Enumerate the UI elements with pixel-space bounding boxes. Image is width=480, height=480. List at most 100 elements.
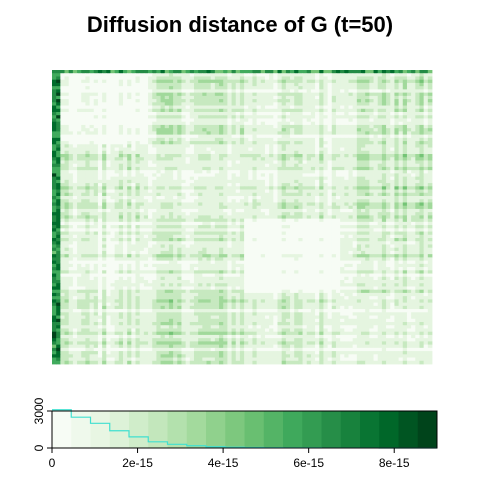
heatmap-cell	[348, 89, 354, 94]
heatmap-cell	[390, 238, 395, 242]
heatmap-cell	[344, 244, 349, 249]
heatmap-cell	[323, 231, 329, 236]
heatmap-cell	[260, 95, 266, 100]
heatmap-cell	[331, 147, 337, 152]
heatmap-cell	[335, 108, 341, 113]
heatmap-cell	[231, 105, 237, 110]
heatmap-cell	[106, 241, 111, 245]
heatmap-cell	[139, 215, 145, 220]
heatmap-cell	[239, 241, 245, 245]
heatmap-cell	[185, 105, 191, 110]
heatmap-cell	[118, 160, 124, 165]
heatmap-cell	[386, 131, 391, 136]
heatmap-cell	[97, 150, 103, 155]
heatmap-cell	[210, 82, 216, 87]
heatmap-cell	[356, 241, 362, 245]
heatmap-cell	[331, 196, 337, 200]
heatmap-cell	[152, 121, 157, 126]
heatmap-cell	[64, 86, 70, 90]
heatmap-cell	[348, 199, 354, 203]
heatmap-cell	[89, 231, 95, 236]
heatmap-cell	[248, 134, 253, 139]
heatmap-cell	[135, 192, 141, 197]
heatmap-cell	[248, 231, 253, 236]
heatmap-cell	[365, 99, 370, 103]
heatmap-cell	[152, 189, 157, 194]
heatmap-cell	[369, 208, 374, 213]
heatmap-cell	[160, 86, 166, 90]
heatmap-cell	[406, 196, 412, 200]
heatmap-cell	[202, 99, 207, 103]
heatmap-cell	[331, 89, 337, 94]
heatmap-cell	[281, 157, 287, 161]
heatmap-cell	[423, 179, 429, 184]
heatmap-cell	[106, 137, 111, 142]
heatmap-cell	[264, 192, 270, 197]
heatmap-cell	[252, 192, 258, 197]
heatmap-cell	[52, 86, 57, 90]
heatmap-cell	[415, 212, 420, 216]
heatmap-cell	[139, 231, 145, 236]
heatmap-cell	[327, 238, 333, 242]
heatmap-cell	[52, 150, 57, 155]
heatmap-cell	[427, 86, 433, 90]
heatmap-cell	[173, 166, 178, 171]
heatmap-cell	[122, 179, 128, 184]
heatmap-cell	[390, 241, 395, 245]
heatmap-cell	[143, 124, 149, 129]
heatmap-cell	[252, 176, 258, 181]
heatmap-cell	[415, 82, 420, 87]
heatmap-cell	[252, 147, 258, 152]
heatmap-cell	[210, 73, 216, 77]
heatmap-cell	[56, 225, 61, 229]
heatmap-cell	[68, 70, 74, 74]
heatmap-cell	[206, 189, 212, 194]
heatmap-cell	[348, 212, 354, 216]
heatmap-cell	[356, 244, 362, 249]
heatmap-cell	[381, 173, 387, 178]
heatmap-cell	[411, 221, 416, 226]
heatmap-cell	[427, 189, 433, 194]
heatmap-cell	[231, 92, 237, 97]
heatmap-cell	[256, 170, 262, 174]
heatmap-cell	[411, 73, 416, 77]
heatmap-cell	[122, 208, 128, 213]
heatmap-cell	[369, 186, 374, 190]
heatmap-cell	[319, 144, 324, 148]
heatmap-cell	[260, 189, 266, 194]
heatmap-cell	[419, 212, 425, 216]
heatmap-cell	[335, 238, 341, 242]
heatmap-cell	[93, 215, 99, 220]
heatmap-cell	[419, 173, 425, 178]
heatmap-cell	[135, 79, 141, 84]
heatmap-cell	[277, 170, 283, 174]
heatmap-cell	[168, 147, 174, 152]
heatmap-cell	[406, 121, 412, 126]
heatmap-cell	[298, 73, 303, 77]
heatmap-cell	[377, 231, 383, 236]
heatmap-cell	[402, 170, 408, 174]
heatmap-cell	[219, 170, 224, 174]
heatmap-cell	[168, 89, 174, 94]
heatmap-cell	[256, 212, 262, 216]
heatmap-cell	[64, 186, 70, 190]
heatmap-cell	[340, 144, 345, 148]
heatmap-cell	[60, 186, 65, 190]
heatmap-cell	[252, 76, 258, 81]
heatmap-cell	[68, 221, 74, 226]
heatmap-cell	[260, 192, 266, 197]
heatmap-cell	[131, 173, 136, 178]
heatmap-cell	[269, 102, 274, 106]
heatmap-cell	[264, 105, 270, 110]
heatmap-cell	[377, 205, 383, 210]
heatmap-cell	[302, 179, 308, 184]
heatmap-cell	[114, 112, 120, 116]
heatmap-cell	[223, 160, 228, 165]
heatmap-cell	[52, 205, 57, 210]
heatmap-cell	[256, 134, 262, 139]
heatmap-cell	[302, 228, 308, 232]
heatmap-cell	[323, 196, 329, 200]
heatmap-cell	[294, 115, 299, 119]
heatmap-cell	[56, 202, 61, 207]
heatmap-cell	[202, 147, 207, 152]
